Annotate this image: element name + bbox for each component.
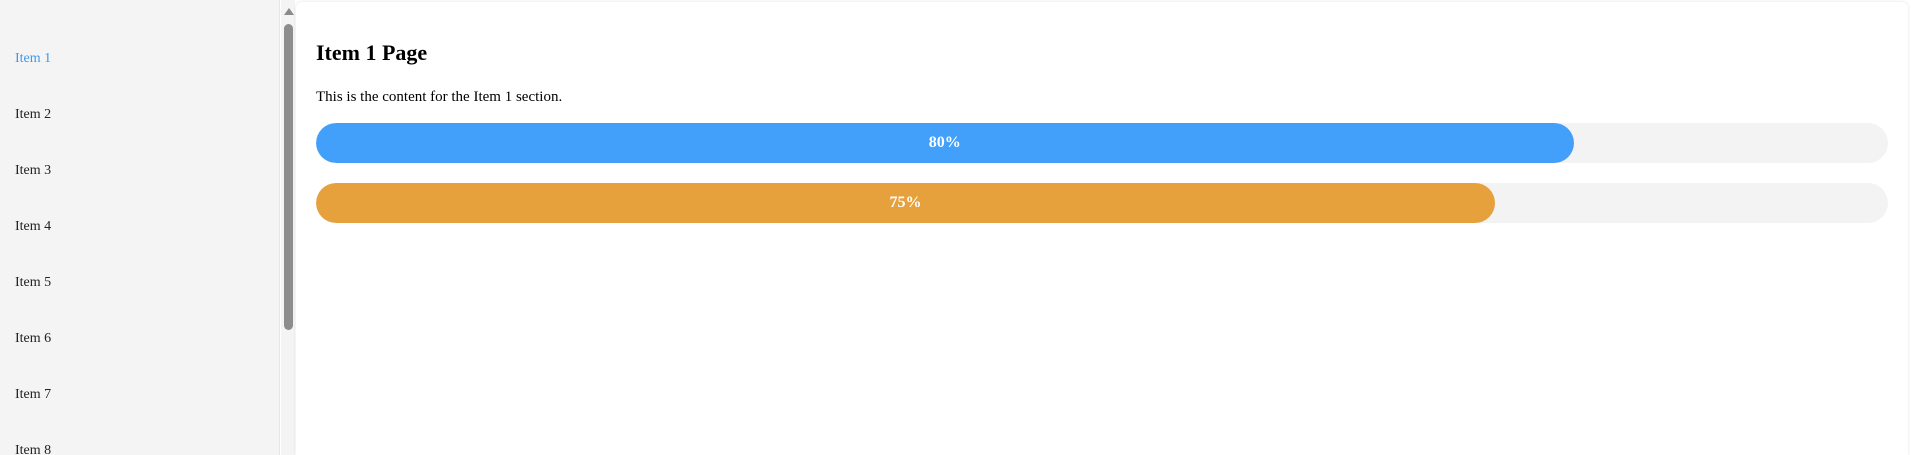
progress-label-1: 80% [928,134,961,151]
progress-bar-1: 80% [316,123,1888,163]
sidebar-item-5[interactable]: Item 5 [15,275,52,290]
page-title: Item 1 Page [316,40,428,65]
progress-label-2: 75% [889,194,922,211]
progress-fill-2: 75% [316,183,1495,223]
sidebar-item-3[interactable]: Item 3 [15,163,52,178]
scroll-up-arrow-icon[interactable] [284,8,294,15]
sidebar-item-4[interactable]: Item 4 [15,219,52,234]
progress-bar-2: 75% [316,183,1888,223]
sidebar-item-7[interactable]: Item 7 [15,387,52,402]
sidebar: Item 1 Item 2 Item 3 Item 4 Item 5 Item … [0,0,280,455]
sidebar-item-2[interactable]: Item 2 [15,107,52,122]
sidebar-item-1[interactable]: Item 1 [15,51,52,66]
progress-fill-1: 80% [316,123,1574,163]
main-content: Item 1 Page This is the content for the … [296,2,1908,455]
sidebar-item-8[interactable]: Item 8 [15,443,52,455]
page-description: This is the content for the Item 1 secti… [316,89,563,105]
sidebar-item-6[interactable]: Item 6 [15,331,52,346]
scrollbar-thumb[interactable] [284,24,293,330]
